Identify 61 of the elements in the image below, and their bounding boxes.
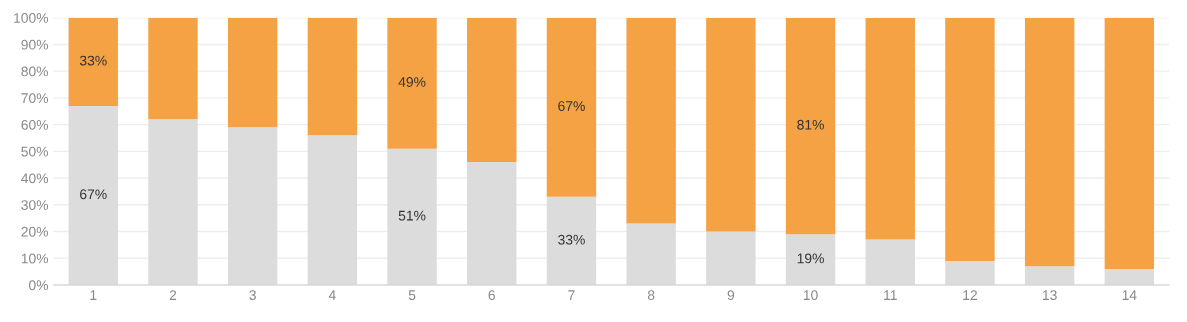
data-label: 33% — [558, 234, 585, 245]
x-tick-label: 14 — [1122, 290, 1137, 300]
data-label: 67% — [80, 189, 107, 200]
bar — [307, 17, 358, 136]
bar — [785, 234, 836, 285]
bar — [1024, 266, 1075, 285]
x-tick-label: 13 — [1042, 290, 1057, 301]
bar — [945, 17, 995, 261]
y-tick-label: 0% — [29, 280, 49, 291]
y-tick-label: 40% — [21, 173, 49, 184]
bar — [148, 119, 198, 285]
bar — [706, 17, 756, 232]
y-tick-label: 90% — [21, 39, 49, 50]
data-label: 33% — [79, 55, 107, 66]
x-tick-label: 6 — [488, 290, 496, 301]
y-tick-label: 20% — [21, 226, 49, 237]
bar — [1104, 268, 1155, 285]
x-tick-label: 11 — [884, 290, 897, 300]
x-tick-label: 3 — [249, 290, 256, 301]
bar — [626, 17, 676, 224]
x-tick-label: 10 — [803, 290, 818, 301]
bar — [148, 17, 198, 120]
bar — [865, 239, 915, 285]
bar — [227, 17, 278, 128]
y-tick-label: 60% — [21, 119, 49, 130]
data-label: 81% — [797, 119, 824, 130]
data-label: 19% — [797, 253, 824, 264]
bar — [1104, 17, 1155, 269]
x-tick-label: 2 — [169, 290, 177, 300]
bar — [546, 196, 597, 285]
bar — [626, 223, 676, 285]
bar — [68, 105, 118, 285]
bar — [785, 17, 836, 235]
bar — [945, 260, 995, 285]
y-tick-label: 70% — [21, 93, 49, 104]
bar — [467, 162, 517, 285]
bar — [307, 135, 358, 285]
data-label: 67% — [558, 101, 585, 111]
data-label: 49% — [398, 77, 426, 87]
x-tick-label: 4 — [328, 290, 336, 300]
x-tick-label: 7 — [568, 290, 575, 300]
x-tick-label: 12 — [963, 290, 977, 300]
y-tick-label: 50% — [21, 146, 49, 157]
bar — [546, 17, 597, 197]
bar — [68, 17, 118, 106]
y-tick-label: 80% — [21, 66, 49, 77]
y-tick-label: 30% — [21, 200, 49, 210]
bar — [706, 231, 756, 285]
x-tick-label: 5 — [408, 290, 416, 301]
data-label: 51% — [398, 210, 426, 221]
bar — [467, 17, 517, 163]
bar — [387, 17, 437, 149]
bar — [227, 127, 278, 285]
bar — [1024, 17, 1075, 267]
x-tick-label: 8 — [647, 290, 655, 301]
bar — [387, 148, 437, 285]
y-tick-label: 100% — [14, 13, 49, 23]
bar — [865, 17, 915, 240]
y-tick-label: 10% — [21, 253, 49, 264]
x-tick-label: 9 — [727, 290, 735, 301]
x-tick-label: 1 — [90, 290, 97, 300]
